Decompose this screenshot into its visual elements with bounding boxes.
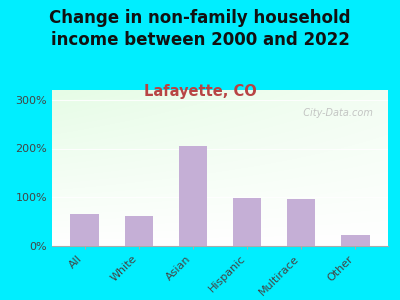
Text: Lafayette, CO: Lafayette, CO: [144, 84, 256, 99]
Text: City-Data.com: City-Data.com: [297, 108, 373, 118]
Bar: [233, 198, 261, 246]
Bar: [287, 199, 315, 246]
Bar: [179, 146, 207, 246]
Bar: [341, 235, 370, 246]
Bar: [125, 216, 153, 246]
Text: Change in non-family household
income between 2000 and 2022: Change in non-family household income be…: [49, 9, 351, 49]
Bar: [70, 214, 99, 246]
